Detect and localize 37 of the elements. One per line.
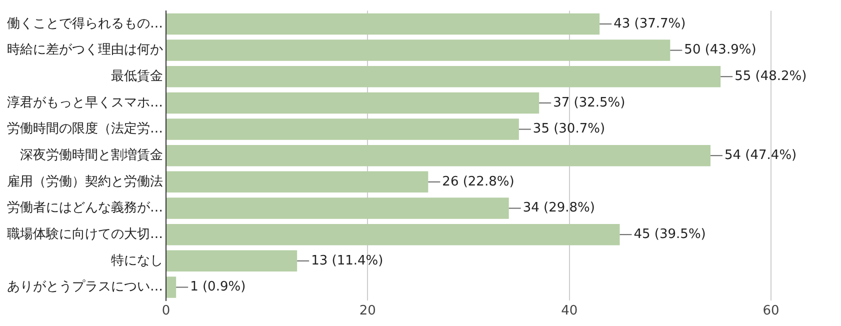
bar xyxy=(166,276,176,298)
y-tick-label: 労働者にはどんな義務が… xyxy=(7,200,163,216)
data-label: 34 (29.8%) xyxy=(522,200,595,216)
data-label: 35 (30.7%) xyxy=(532,122,606,137)
data-label: 26 (22.8%) xyxy=(442,174,514,190)
data-label: 45 (39.5%) xyxy=(634,226,706,242)
bar xyxy=(166,224,620,246)
bar xyxy=(166,171,428,193)
x-tick-label: 0 xyxy=(162,304,170,319)
x-tick-label: 60 xyxy=(762,304,780,319)
data-label: 37 (32.5%) xyxy=(553,95,626,110)
bar xyxy=(166,40,670,61)
y-tick-label: 時給に差がつく理由は何か xyxy=(7,42,163,58)
y-tick-label: 最低賃金 xyxy=(111,68,163,84)
y-tick-label: ありがとうプラスについ… xyxy=(7,280,163,295)
x-tick-label: 20 xyxy=(359,304,376,319)
bar xyxy=(166,92,540,114)
y-tick-label: 労働時間の限度（法定労… xyxy=(7,120,163,137)
y-tick-label: 淳君がもっと早くスマホ… xyxy=(7,95,163,110)
data-label: 54 (47.4%) xyxy=(724,148,797,163)
bar xyxy=(166,198,509,219)
y-tick-label: 職場体験に向けての大切… xyxy=(7,226,163,242)
data-label: 43 (37.7%) xyxy=(614,16,686,32)
x-tick-label: 40 xyxy=(561,304,578,319)
bar xyxy=(166,144,710,166)
data-label: 50 (43.9%) xyxy=(684,42,756,58)
data-label: 55 (48.2%) xyxy=(734,68,807,84)
y-tick-label: 深夜労働時間と割増賃金 xyxy=(20,146,163,163)
bar xyxy=(166,66,721,88)
bar xyxy=(166,250,298,272)
y-tick-label: 雇用（労働）契約と労働法 xyxy=(7,173,163,190)
data-label: 1 (0.9%) xyxy=(190,280,246,295)
bar xyxy=(166,118,519,140)
y-tick-label: 働くことで得られるもの… xyxy=(7,16,163,32)
bar xyxy=(166,13,600,35)
y-tick-label: 特になし xyxy=(111,253,163,268)
data-label: 13 (11.4%) xyxy=(311,253,384,268)
